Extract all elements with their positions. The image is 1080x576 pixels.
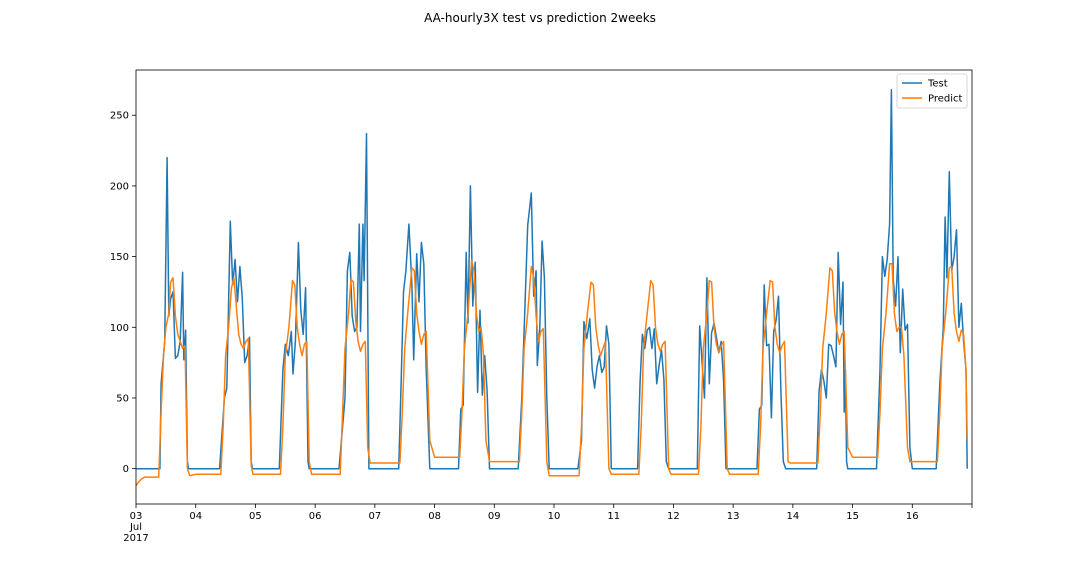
x-tick-label: 10: [548, 511, 561, 522]
x-tick-label: 12: [667, 511, 680, 522]
y-tick-label: 200: [110, 181, 129, 192]
x-tick-label: 04: [189, 511, 202, 522]
chart-title: AA-hourly3X test vs prediction 2weeks: [424, 11, 656, 25]
x-tick-label: 16: [906, 511, 919, 522]
y-tick-label: 250: [110, 111, 129, 122]
x-tick-label: 07: [368, 511, 381, 522]
x-tick-label: 14: [786, 511, 799, 522]
x-tick-label: 08: [428, 511, 441, 522]
x-tick-label: 09: [488, 511, 501, 522]
y-tick-label: 50: [116, 393, 129, 404]
y-tick-label: 150: [110, 252, 129, 263]
legend-label-test: Test: [927, 79, 948, 90]
x-tick-label: 06: [309, 511, 322, 522]
legend-label-predict: Predict: [928, 94, 963, 105]
x-tick-label: 03 Jul 2017: [123, 511, 148, 544]
y-tick-label: 0: [123, 464, 129, 475]
x-tick-label: 05: [249, 511, 262, 522]
legend: Test Predict: [896, 73, 968, 109]
x-tick-label: 11: [607, 511, 620, 522]
y-tick-label: 100: [110, 323, 129, 334]
x-tick-label: 13: [727, 511, 740, 522]
series-line-predict: [135, 260, 968, 487]
plot-area: 0 50 100 150 200 250 03 Jul 2017 04 05 06 07 08 09 10 11…: [110, 69, 973, 544]
x-tick-label: 15: [846, 511, 859, 522]
